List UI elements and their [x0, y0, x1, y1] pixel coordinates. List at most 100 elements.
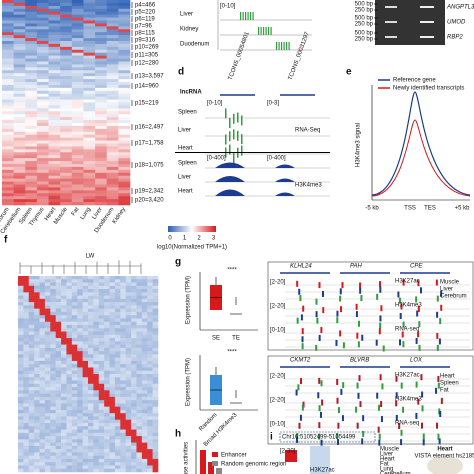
heatmap-cell: [55, 423, 62, 427]
heatmap-cell: [36, 5, 49, 10]
heatmap-cell: [50, 357, 56, 362]
heatmap-cell: [141, 325, 148, 329]
heatmap-cell: [118, 29, 131, 33]
legend-label: Newly identified transcripts: [393, 86, 464, 92]
heatmap-cell: [18, 393, 24, 398]
x-axis-label: TSS: [404, 206, 416, 212]
heatmap-cell: [71, 46, 84, 51]
heatmap-cell: [36, 87, 49, 92]
heatmap-cell: [83, 8, 96, 13]
heatmap-cell: [48, 52, 61, 56]
signal: [379, 374, 382, 381]
heatmap-cell: [141, 396, 148, 401]
heatmap-cell: [36, 117, 49, 121]
heatmap-cell: [109, 276, 116, 280]
heatmap-cell: [48, 149, 61, 153]
signal: [362, 415, 365, 422]
heatmap-cell: [98, 400, 105, 404]
track-name: H3K27ac: [310, 468, 335, 474]
heatmap-cell: [25, 0, 38, 4]
heatmap-cell: [120, 409, 126, 414]
heatmap-cell: [61, 321, 67, 326]
heatmap-cell: [36, 152, 49, 156]
heatmap-cell: [147, 318, 153, 323]
heatmap-cell: [109, 347, 116, 352]
heatmap-cell: [98, 334, 105, 339]
heatmap-cell: [88, 462, 94, 466]
heatmap-cell: [36, 58, 49, 62]
heatmap-cell: [18, 298, 24, 303]
heatmap-cell: [39, 331, 46, 336]
signal: [395, 414, 398, 421]
heatmap-cell: [98, 377, 105, 381]
heatmap-cell: [109, 413, 116, 417]
heatmap-cell: [23, 338, 30, 342]
track-name: H3K4me3: [395, 303, 422, 309]
heatmap-cell: [83, 111, 96, 115]
heatmap-cell: [95, 137, 108, 141]
heatmap-cell: [61, 426, 67, 430]
heatmap-cell: [71, 67, 84, 71]
signal: [302, 305, 305, 312]
heatmap-cell: [34, 370, 40, 375]
heatmap-cell: [82, 432, 89, 437]
heatmap-cell: [34, 452, 40, 456]
heatmap-cell: [136, 338, 143, 342]
heatmap-cell: [141, 357, 148, 362]
heatmap-cell: [82, 315, 89, 319]
signal: [301, 404, 304, 411]
heatmap-cell: [18, 413, 24, 417]
heatmap-cell: [136, 292, 143, 296]
heatmap-cell: [18, 318, 24, 323]
heatmap-cell: [55, 393, 62, 398]
heatmap-cell: [44, 334, 51, 339]
heatmap-cell: [77, 419, 83, 424]
heatmap-cell: [71, 302, 78, 306]
heatmap-cell: [120, 455, 126, 460]
heatmap-cell: [83, 108, 96, 112]
heatmap-cell: [83, 184, 96, 188]
heatmap-cell: [34, 409, 40, 414]
heatmap-cell: [25, 125, 38, 130]
signal: [376, 392, 379, 399]
heatmap-cell: [60, 17, 73, 21]
heatmap-cell: [44, 387, 51, 391]
heatmap-cell: [50, 302, 56, 306]
heatmap-cell: [60, 61, 73, 65]
heatmap-cell: [120, 403, 126, 407]
heatmap-cell: [60, 26, 73, 30]
heatmap-cell: [2, 90, 14, 95]
heatmap-cell: [147, 321, 153, 326]
heatmap-cell: [83, 152, 96, 156]
heatmap-cell: [82, 305, 89, 309]
heatmap-cell: [131, 419, 137, 424]
heatmap-cell: [28, 282, 35, 287]
heatmap-cell: [82, 354, 89, 358]
heatmap-cell: [118, 184, 131, 188]
heatmap-cell: [39, 276, 46, 280]
heatmap-cell: [109, 374, 116, 378]
heatmap-cell: [55, 439, 62, 443]
heatmap-cell: [109, 370, 116, 375]
signal: [356, 332, 359, 339]
heatmap-cell: [83, 158, 96, 162]
range-label: [0-400]: [267, 156, 286, 162]
heatmap-cell: [136, 357, 143, 362]
heatmap-cell: [66, 311, 73, 316]
heatmap-cell: [71, 442, 78, 447]
heatmap-cell: [71, 35, 84, 39]
heatmap-cell: [136, 354, 143, 358]
heatmap-cell: [83, 87, 96, 92]
heatmap-cell: [2, 202, 14, 206]
heatmap-cell: [147, 413, 153, 417]
heatmap-cell: [152, 436, 159, 440]
heatmap-cell: [120, 295, 126, 300]
heatmap-cell: [23, 344, 30, 349]
heatmap-cell: [36, 49, 49, 54]
heatmap-cell: [44, 465, 51, 470]
heatmap-cell: [77, 390, 83, 394]
heatmap-cell: [95, 102, 108, 106]
heatmap-cell: [125, 360, 132, 365]
heatmap-cell: [120, 344, 126, 349]
